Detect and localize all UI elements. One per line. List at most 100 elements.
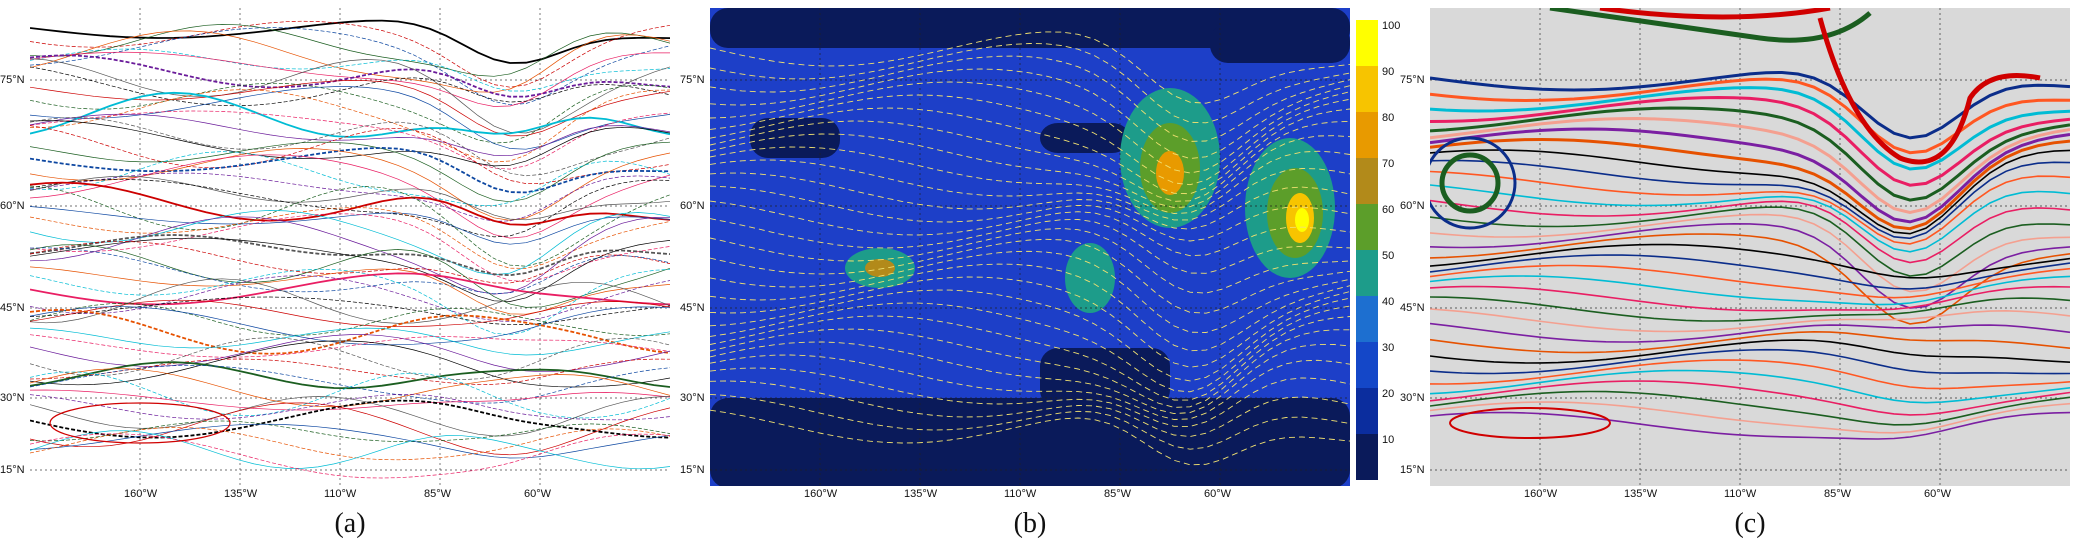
contour-a: [30, 365, 670, 404]
colorbar-tick: 100: [1382, 20, 1401, 32]
contour-a: [30, 216, 670, 295]
contour-a: [30, 19, 670, 64]
contour-a: [30, 433, 670, 479]
colorbar-tick: 40: [1382, 296, 1395, 308]
latitude-label: 75°N: [680, 74, 705, 86]
longitude-label: 110°W: [1004, 488, 1037, 500]
contour-a: [30, 423, 670, 459]
contour-a: [30, 51, 670, 107]
caption-b: (b): [1013, 508, 1047, 539]
colorbar-segment: [1356, 388, 1378, 435]
colorbar-segment: [1356, 296, 1378, 343]
contour-a: [30, 113, 670, 157]
contour-a: [30, 175, 670, 221]
contour-a: [30, 82, 670, 144]
contour-a: [30, 247, 670, 295]
contour-a: [30, 299, 670, 328]
latitude-label: 30°N: [0, 392, 25, 404]
latitude-label: 15°N: [680, 464, 705, 476]
colorbar-tick: 20: [1382, 388, 1395, 400]
caption-c: (c): [1734, 508, 1766, 539]
colorbar-tick: 90: [1382, 66, 1395, 78]
latitude-label: 30°N: [680, 392, 705, 404]
longitude-label: 160°W: [1524, 488, 1558, 500]
contour-a: [30, 141, 670, 203]
contour-a: [30, 244, 670, 308]
contour-a: [30, 207, 670, 269]
contour-a: [30, 125, 670, 184]
latitude-label: 45°N: [1400, 302, 1425, 314]
contour-a: [30, 54, 670, 98]
contour-a: [30, 20, 670, 88]
latitude-label: 45°N: [680, 302, 705, 314]
contour-a: [30, 179, 670, 238]
longitude-label: 110°W: [1724, 488, 1757, 500]
latitude-label: 15°N: [0, 464, 25, 476]
caption-a: (a): [334, 508, 366, 539]
latitude-label: 15°N: [1400, 464, 1425, 476]
panel-a: [30, 8, 670, 486]
contour-a: [30, 58, 670, 134]
contour-a: [30, 86, 670, 150]
contour-a: [30, 420, 670, 442]
longitude-label: 135°W: [224, 488, 258, 500]
contour-a: [30, 181, 670, 226]
latitude-label: 60°N: [680, 200, 705, 212]
contour-a: [30, 430, 670, 470]
longitude-label: 60°W: [1924, 488, 1952, 500]
colorbar-segment: [1356, 434, 1378, 481]
colorbar-tick: 70: [1382, 158, 1395, 170]
latitude-label: 30°N: [1400, 392, 1425, 404]
panel-b: [710, 8, 1350, 486]
longitude-label: 160°W: [124, 488, 158, 500]
colorbar-tick: 30: [1382, 342, 1395, 354]
contour-a: [30, 337, 670, 381]
contour-a: [30, 427, 670, 461]
contour-a: [30, 48, 670, 92]
contour-a: [30, 296, 670, 326]
contour-a: [30, 30, 670, 93]
contour-a: [30, 358, 670, 385]
contour-a: [30, 89, 670, 163]
contour-a: [30, 206, 670, 245]
longitude-label: 85°W: [1824, 488, 1852, 500]
contour-a: [30, 66, 670, 107]
colorbar: [1356, 20, 1378, 481]
contour-a: [30, 237, 670, 302]
latitude-label: 60°N: [0, 200, 25, 212]
contour-a: [30, 234, 670, 277]
contour-a: [30, 117, 670, 177]
panel-b-map: [710, 8, 1350, 486]
contour-a: [30, 306, 670, 346]
colorbar-segment: [1356, 112, 1378, 159]
latitude-label: 45°N: [0, 302, 25, 314]
contour-a: [30, 275, 670, 322]
panel-c-map: [1430, 8, 2070, 486]
contour-a: [30, 24, 670, 77]
contour-a: [30, 340, 670, 388]
contour-a: [30, 399, 670, 439]
latitude-label: 75°N: [0, 74, 25, 86]
contour-a: [30, 154, 670, 239]
colorbar-segment: [1356, 250, 1378, 297]
contour-a: [30, 91, 670, 138]
contour-a: [30, 308, 670, 355]
contour-a: [30, 80, 670, 137]
contour-a: [30, 389, 670, 411]
contour-a: [30, 334, 670, 358]
panel-c: [1430, 8, 2070, 486]
contour-a: [30, 371, 670, 419]
longitude-label: 85°W: [424, 488, 452, 500]
colorbar-segment: [1356, 204, 1378, 251]
contour-a: [30, 241, 670, 284]
contour-a: [30, 185, 670, 267]
contour-a: [30, 327, 670, 356]
longitude-label: 135°W: [904, 488, 938, 500]
colorbar-tick: 50: [1382, 250, 1395, 262]
contour-a: [30, 110, 670, 170]
colorbar-tick: 10: [1382, 434, 1395, 446]
colorbar-segment: [1356, 158, 1378, 205]
contour-a: [30, 278, 670, 324]
contour-a: [30, 151, 670, 206]
contour-a: [30, 120, 670, 167]
